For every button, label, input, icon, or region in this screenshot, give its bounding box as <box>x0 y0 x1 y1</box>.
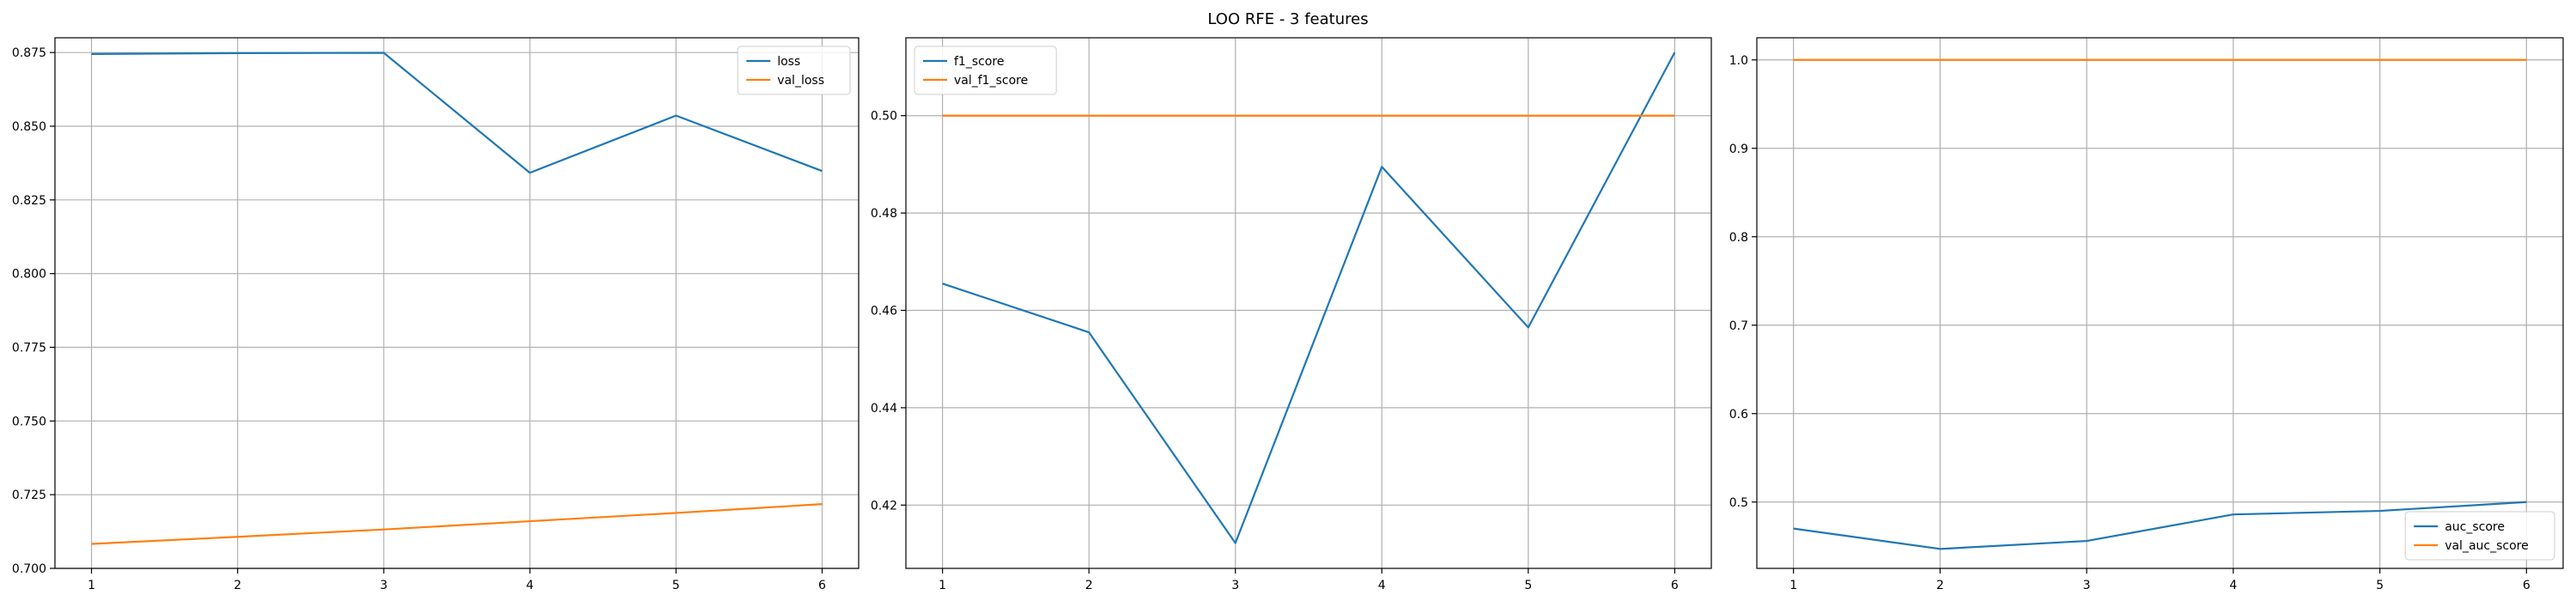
x-tick-label: 4 <box>526 579 534 592</box>
y-tick-label: 0.7 <box>1729 319 1748 333</box>
legend: f1_score val_f1_score <box>914 46 1057 95</box>
y-tick-label: 0.800 <box>12 268 46 282</box>
legend-label-auc_score: auc_score <box>2445 520 2505 534</box>
x-tick-label: 3 <box>380 579 387 592</box>
axes-frame <box>1756 37 2564 569</box>
y-tick-label: 0.9 <box>1729 143 1748 156</box>
y-tick-label: 0.825 <box>12 194 46 208</box>
y-tick-label: 0.700 <box>12 562 46 576</box>
subplot-1: 1 2 3 4 5 6 0.700 0.725 0.750 0.775 0.800 0.825 0.85… <box>12 37 860 592</box>
y-tick-label: 0.6 <box>1729 408 1748 422</box>
x-tick-label: 5 <box>672 579 680 592</box>
subplot-2: 1 2 3 4 5 6 0.42 0.44 0.46 0.48 0.50 f1_score val_f1… <box>871 37 1712 592</box>
x-tick-label: 6 <box>818 579 826 592</box>
legend-label-val_loss: val_loss <box>777 74 824 88</box>
y-tick-label: 0.48 <box>871 207 897 221</box>
y-tick-label: 0.850 <box>12 120 46 134</box>
y-tick-label: 0.44 <box>871 402 897 416</box>
legend-box <box>914 46 1057 95</box>
axes-frame <box>905 37 1712 569</box>
figure-title: LOO RFE - 3 features <box>1207 10 1368 28</box>
x-tick-label: 4 <box>1378 579 1386 592</box>
y-tick-label: 0.8 <box>1729 231 1748 245</box>
series-line-auc_score <box>1793 501 2527 550</box>
y-tick-label: 0.46 <box>871 305 897 319</box>
legend-label-val_auc_score: val_auc_score <box>2445 539 2529 553</box>
legend: auc_score val_auc_score <box>2404 511 2555 561</box>
series-line-val_loss <box>91 503 823 545</box>
y-tick-label: 0.42 <box>871 499 897 513</box>
x-tick-label: 1 <box>939 579 946 592</box>
legend-label-val_f1_score: val_f1_score <box>954 74 1028 88</box>
legend-box <box>737 46 851 95</box>
legend: loss val_loss <box>737 46 851 95</box>
series-line-f1_score <box>942 52 1676 544</box>
legend-label-f1_score: f1_score <box>954 55 1004 69</box>
x-tick-label: 6 <box>1671 579 1679 592</box>
y-tick-label: 0.775 <box>12 342 46 355</box>
x-tick-label: 5 <box>1524 579 1532 592</box>
axes-frame <box>54 37 860 569</box>
x-tick-label: 4 <box>2229 579 2237 592</box>
y-tick-label: 0.875 <box>12 46 46 60</box>
x-tick-label: 3 <box>2083 579 2091 592</box>
y-tick-label: 1.0 <box>1729 54 1748 68</box>
y-tick-label: 0.750 <box>12 415 46 428</box>
series-line-loss <box>91 52 823 174</box>
x-tick-label: 2 <box>234 579 241 592</box>
legend-label-loss: loss <box>777 55 800 69</box>
x-tick-label: 6 <box>2523 579 2530 592</box>
x-tick-label: 2 <box>1936 579 1944 592</box>
x-tick-label: 2 <box>1085 579 1093 592</box>
subplot-3: 1 2 3 4 5 6 0.5 0.6 0.7 0.8 0.9 1.0 auc_score val_auc… <box>1729 37 2564 592</box>
x-tick-label: 1 <box>88 579 95 592</box>
legend-box <box>2404 511 2555 561</box>
y-tick-label: 0.50 <box>871 110 897 124</box>
y-tick-label: 0.725 <box>12 489 46 502</box>
y-tick-label: 0.5 <box>1729 496 1748 510</box>
x-tick-label: 1 <box>1789 579 1797 592</box>
x-tick-label: 5 <box>2376 579 2384 592</box>
x-tick-label: 3 <box>1231 579 1239 592</box>
